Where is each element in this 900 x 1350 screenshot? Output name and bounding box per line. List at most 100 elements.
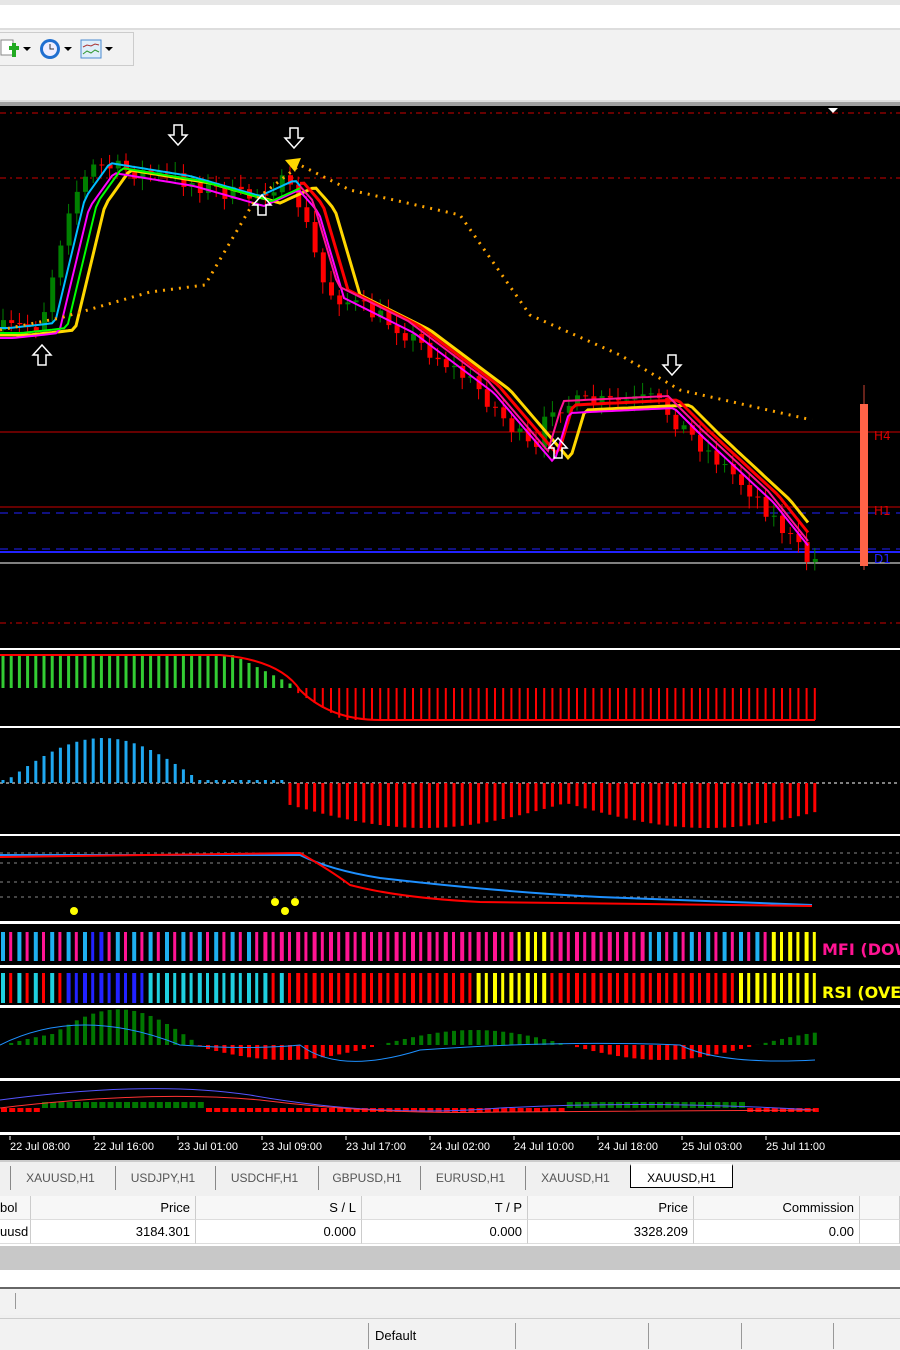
pane-separator — [0, 648, 900, 650]
mfi-bar — [247, 932, 251, 961]
momentum-bar — [214, 1108, 221, 1112]
mfi-bar — [263, 932, 268, 961]
table-cell[interactable]: 0.000 — [362, 1220, 528, 1244]
candle — [320, 252, 326, 283]
mfi-bar — [542, 932, 547, 961]
table-cell[interactable]: 0.00 — [694, 1220, 860, 1244]
mfi-bar — [583, 932, 587, 961]
candle — [132, 170, 138, 179]
rsi-bar — [9, 973, 13, 1003]
column-header[interactable]: Price — [31, 1196, 196, 1220]
rsi-bar — [66, 973, 71, 1003]
table-cell[interactable]: 3184.301 — [31, 1220, 196, 1244]
column-header[interactable]: bol — [0, 1196, 31, 1220]
momentum-bar — [124, 1102, 130, 1108]
table-cell[interactable]: 3328.209 — [528, 1220, 694, 1244]
rsi-bar — [730, 973, 734, 1003]
momentum-bar — [296, 1108, 303, 1112]
candle — [517, 428, 523, 433]
tab-usdjpy-h1[interactable]: USDJPY,H1 — [115, 1166, 210, 1190]
mfi-bar — [402, 932, 406, 961]
rsi-bar — [419, 973, 423, 1003]
momentum-bar — [452, 1108, 458, 1112]
candle — [812, 558, 818, 562]
mfi-bar — [648, 932, 652, 961]
mfi-bar — [50, 932, 55, 961]
templates-button[interactable] — [80, 35, 113, 63]
table-cell — [860, 1196, 900, 1220]
momentum-bar — [812, 1108, 819, 1112]
column-header[interactable]: T / P — [362, 1196, 528, 1220]
mfi-bar — [329, 932, 333, 961]
column-header[interactable]: Commission — [694, 1196, 860, 1220]
tab-eurusd-h1[interactable]: EURUSD,H1 — [420, 1166, 520, 1190]
rsi-bar — [665, 973, 669, 1003]
rsi-bar — [222, 973, 226, 1003]
rsi-bar — [99, 973, 104, 1003]
rsi-bar — [140, 973, 144, 1003]
chevron-down-icon[interactable] — [105, 47, 113, 51]
candle — [558, 412, 564, 414]
momentum-bar — [501, 1108, 508, 1112]
momentum-bar — [99, 1102, 106, 1108]
candle — [222, 186, 228, 199]
rsi-bar — [493, 973, 497, 1003]
signal-dot — [70, 907, 78, 915]
mfi-bar — [665, 932, 669, 961]
rsi-bar — [517, 973, 521, 1003]
signal-line-blue — [0, 854, 813, 906]
candle — [648, 393, 654, 395]
periods-button[interactable] — [39, 35, 72, 63]
new-chart-button[interactable] — [0, 35, 31, 63]
momentum-bar — [616, 1102, 622, 1108]
rsi-bar — [173, 973, 177, 1003]
chevron-down-icon[interactable] — [64, 47, 72, 51]
rsi-bar — [206, 973, 209, 1003]
tab-xauusd-h1[interactable]: XAUUSD,H1 — [525, 1166, 625, 1190]
momentum-bar — [476, 1108, 483, 1112]
momentum-bar — [189, 1102, 196, 1108]
rsi-bar — [50, 973, 55, 1003]
candle — [394, 325, 400, 334]
tab-xauusd-h1[interactable]: XAUUSD,H1 — [10, 1166, 110, 1190]
chart-template-icon — [80, 39, 102, 59]
rsi-bar — [361, 973, 366, 1003]
buy-arrow-icon — [251, 193, 273, 216]
table-footer — [0, 1246, 900, 1270]
rsi-bar — [329, 973, 333, 1003]
momentum-bar — [542, 1108, 549, 1112]
sell-arrow-icon — [661, 354, 683, 377]
momentum-bar — [525, 1108, 532, 1112]
column-header[interactable]: Price — [528, 1196, 694, 1220]
momentum-line-red — [0, 1095, 816, 1113]
rsi-bar — [394, 973, 399, 1003]
rsi-bar — [689, 973, 694, 1003]
rsi-bar — [550, 973, 554, 1003]
candle — [624, 399, 630, 401]
ma-pink-line — [299, 185, 809, 542]
candle — [796, 533, 802, 543]
tab-gbpusd-h1[interactable]: GBPUSD,H1 — [318, 1166, 415, 1190]
tab-usdchf-h1[interactable]: USDCHF,H1 — [215, 1166, 313, 1190]
oscillator-line — [0, 1024, 816, 1062]
rsi-bar — [698, 973, 701, 1003]
candle — [493, 406, 498, 408]
mfi-bar — [443, 932, 448, 961]
mfi-bar — [591, 932, 596, 961]
candle — [378, 310, 384, 318]
rsi-bar — [214, 973, 219, 1003]
rsi-bar — [230, 973, 235, 1003]
chart-tabs: XAUUSD,H1 USDJPY,H1 USDCHF,H1 GBPUSD,H1 EURU… — [0, 1160, 900, 1192]
chevron-down-icon[interactable] — [23, 47, 31, 51]
price-chart[interactable]: H4 H1 D1 MFI (DOW RSI (OVE 22 Jul 08:00 22 Jul… — [0, 106, 900, 1160]
tab-xauusd-h1[interactable]: XAUUSD,H1 — [630, 1164, 733, 1188]
rsi-bar — [33, 973, 38, 1003]
mfi-bar — [771, 932, 776, 961]
rsi-bar — [501, 973, 505, 1003]
momentum-bar — [1, 1108, 7, 1112]
table-cell[interactable]: 0.000 — [196, 1220, 362, 1244]
table-cell[interactable]: uusd — [0, 1220, 31, 1244]
rsi-bar — [443, 973, 448, 1003]
column-header[interactable]: S / L — [196, 1196, 362, 1220]
